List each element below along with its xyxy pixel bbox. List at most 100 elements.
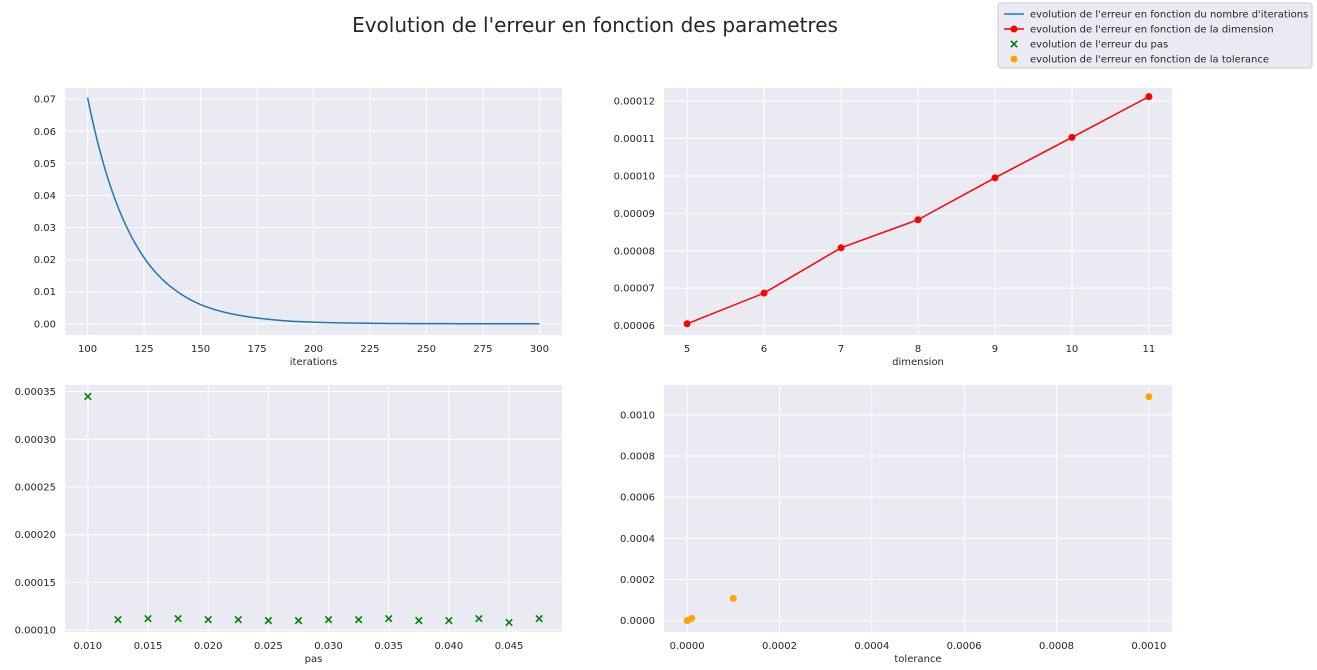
y-tick-label: 0.00012 [614,97,655,108]
x-tick-label: 225 [360,344,379,355]
data-point [324,615,333,624]
legend-x-icon [1010,40,1018,48]
data-point [914,216,922,224]
data-point [505,618,513,627]
y-tick-label: 0.00015 [15,578,56,589]
data-point [294,616,303,625]
x-tick-label: 0.0010 [1131,641,1166,652]
data-point [384,614,393,623]
y-tick-label: 0.00006 [614,321,655,332]
legend-entry: evolution de l'erreur du pas [1010,40,1168,51]
x-tick-label: 250 [417,344,436,355]
legend-entry: evolution de l'erreur en fonction de la … [1004,25,1274,36]
y-tick-label: 0.00007 [614,284,655,295]
x-tick-label: 8 [915,344,921,355]
legend-label: evolution de l'erreur en fonction de la … [1030,55,1269,66]
x-tick-label: 125 [135,344,154,355]
x-tick-label: 150 [191,344,210,355]
plot-area [65,385,562,632]
x-axis-label: tolerance [894,654,941,665]
y-tick-label: 0.00009 [614,209,655,220]
data-point [114,615,122,624]
data-point [688,614,696,622]
series [683,93,1153,328]
y-tick-label: 0.02 [34,255,56,266]
legend-label: evolution de l'erreur en fonction du nom… [1030,10,1308,21]
data-point [683,320,691,328]
x-tick-label: 5 [684,344,690,355]
data-point [415,616,423,625]
x-tick-label: 0.0002 [762,641,797,652]
x-tick-label: 175 [247,344,266,355]
y-tick-label: 0.00010 [614,171,655,182]
x-tick-label: 0.010 [74,641,103,652]
y-tick-label: 0.0000 [620,616,655,627]
series [84,392,543,627]
x-tick-label: 200 [304,344,323,355]
data-point [837,244,845,252]
y-tick-label: 0.0008 [620,452,655,463]
legend-label: evolution de l'erreur en fonction de la … [1030,25,1274,36]
x-tick-label: 0.0000 [670,641,705,652]
x-axis-label: pas [305,654,323,665]
data-point [991,174,999,182]
x-tick-label: 0.020 [194,641,223,652]
x-tick-label: 0.0004 [854,641,889,652]
legend-dot-icon [1010,25,1018,33]
data-point [234,615,243,624]
y-tick-label: 0.0006 [620,493,655,504]
x-tick-label: 7 [838,344,844,355]
y-tick-label: 0.00030 [15,435,56,446]
x-tick-label: 0.035 [374,641,403,652]
data-point [144,614,152,623]
x-tick-label: 0.0008 [1039,641,1074,652]
data-point [1145,393,1153,401]
y-tick-label: 0.0002 [620,575,655,586]
y-tick-label: 0.0004 [620,534,655,545]
series [683,393,1153,625]
x-axis-label: dimension [892,357,944,368]
subplot-4: 0.0000 0.0002 0.0004 0.0006 0.0008 0.0010 0.00… [620,385,1172,665]
data-point [174,614,182,623]
legend-dot-icon [1010,55,1018,63]
subplot-3: 0.010 0.015 0.020 0.025 0.030 0.035 0.040 0.045… [15,385,562,665]
y-tick-label: 0.00025 [15,483,56,494]
y-tick-label: 0.01 [34,287,56,298]
x-tick-label: 9 [992,344,998,355]
y-tick-label: 0.00035 [15,387,56,398]
data-point [204,615,212,624]
subplot-1: 100 125 150 175 200 225 250 275 300 0.00 0.01 0.02 0… [34,88,562,368]
subplot-2: 5 6 7 8 9 10 11 0.00006 0.00007 0.00008 0.00009 0.0… [614,88,1172,368]
x-tick-label: 6 [761,344,767,355]
x-tick-label: 11 [1143,344,1156,355]
data-point [1145,93,1153,101]
series-line [86,97,540,325]
y-tick-label: 0.03 [34,223,56,234]
x-tick-label: 0.045 [495,641,524,652]
data-point [264,616,273,625]
legend-label: evolution de l'erreur du pas [1030,40,1168,51]
x-tick-label: 10 [1066,344,1079,355]
x-tick-label: 0.040 [435,641,464,652]
data-point [445,616,453,625]
y-tick-label: 0.00008 [614,246,655,257]
data-point [760,289,768,297]
x-axis-label: iterations [290,357,337,368]
series [86,97,540,325]
y-tick-label: 0.00011 [614,134,655,145]
y-tick-label: 0.06 [34,127,56,138]
x-tick-label: 0.0006 [947,641,982,652]
data-point [475,614,483,623]
x-tick-label: 0.030 [314,641,343,652]
data-point [1068,133,1076,141]
x-tick-label: 0.015 [134,641,163,652]
y-tick-label: 0.00010 [15,626,56,637]
x-tick-label: 0.025 [254,641,283,652]
data-point [535,614,543,623]
x-tick-label: 100 [78,344,97,355]
figure-title: Evolution de l'erreur en fonction des pa… [352,13,838,37]
data-point [84,392,92,401]
y-tick-label: 0.00020 [15,530,56,541]
y-tick-label: 0.05 [34,159,56,170]
